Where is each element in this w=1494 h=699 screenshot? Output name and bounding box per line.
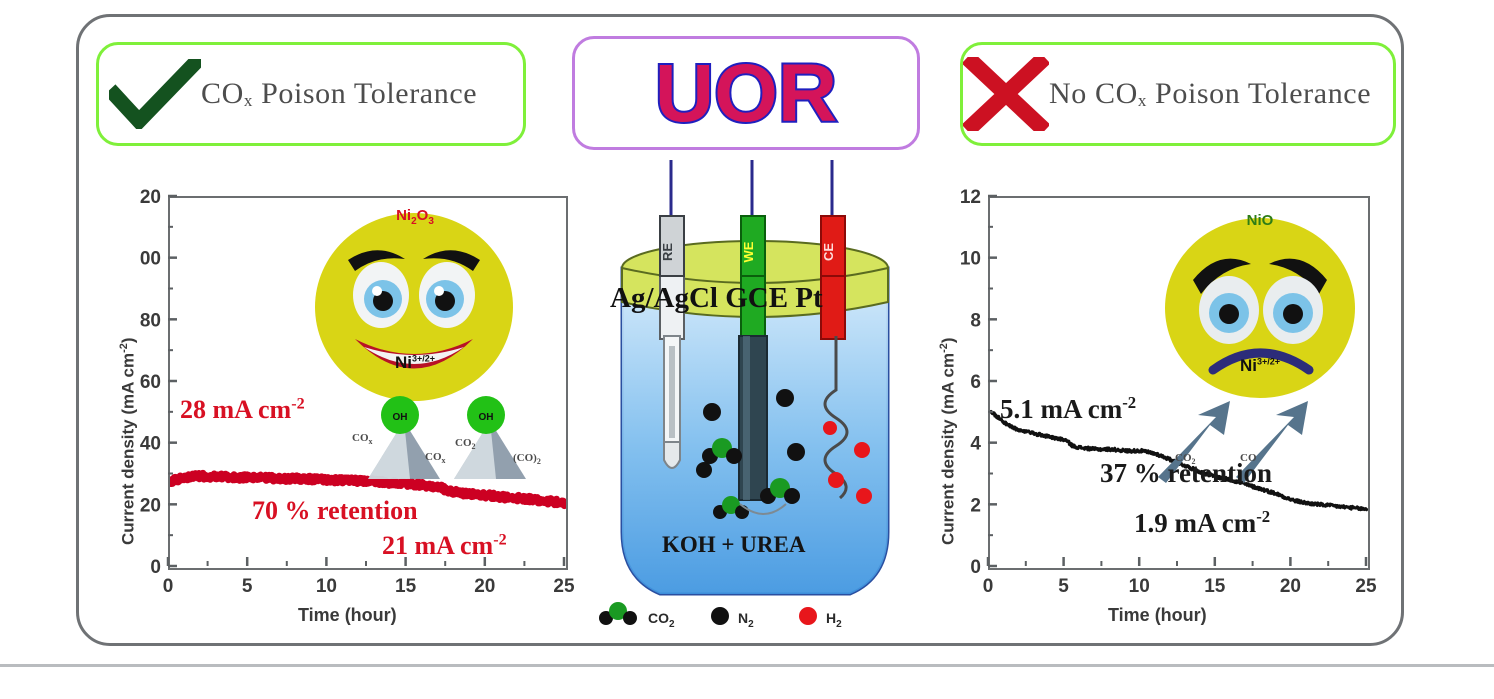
- svg-text:0: 0: [970, 557, 981, 578]
- svg-text:0: 0: [163, 576, 174, 597]
- svg-text:0: 0: [150, 557, 161, 578]
- right-axis-ticks: 0 2 4 6 8 10 12 0 5 10 15 20 25: [960, 187, 1377, 597]
- svg-text:OH: OH: [393, 412, 408, 423]
- left-gas-label-1: COx: [352, 432, 373, 447]
- left-end-current-annotation: 21 mA cm-2: [382, 531, 507, 560]
- right-retention-annotation: 37 % retention: [1100, 458, 1272, 488]
- uor-title-pill: UOR: [572, 36, 920, 150]
- left-gas-label-3: CO2: [455, 437, 476, 452]
- legend-h2-label: H2: [826, 610, 842, 630]
- svg-text:20: 20: [140, 495, 161, 516]
- left-gas-label-4: (CO)2: [513, 452, 541, 467]
- cross-mark-icon: [961, 51, 1051, 137]
- cell-band-label: Ag/AgCl GCE Pt: [610, 282, 823, 314]
- right-face-top-label: NiO: [1246, 212, 1274, 229]
- svg-text:8: 8: [970, 310, 981, 331]
- svg-text:6: 6: [970, 372, 981, 393]
- legend-co2-label: CO2: [648, 610, 675, 630]
- svg-text:OH: OH: [479, 412, 494, 423]
- co-tolerance-pill: COx Poison Tolerance: [96, 42, 526, 146]
- svg-text:10: 10: [316, 576, 337, 597]
- svg-text:20: 20: [474, 576, 495, 597]
- right-chart-ylabel: Current density (mA cm-2): [938, 337, 958, 545]
- right-gas-label-2: CO: [1240, 452, 1257, 464]
- svg-text:WE: WE: [741, 241, 756, 262]
- svg-text:2: 2: [970, 495, 981, 516]
- svg-text:CE: CE: [821, 243, 836, 261]
- gas-escape-arrows-icon: [1158, 401, 1308, 483]
- svg-text:12: 12: [960, 187, 981, 208]
- left-catalytic-sites-icon: OH OH: [368, 396, 526, 479]
- left-axis-ticks: 0 20 40 60 80 100 120 0 5 10 15 20 25: [140, 187, 575, 597]
- page-title: UOR: [653, 46, 839, 141]
- right-end-current-annotation: 1.9 mA cm-2: [1134, 507, 1271, 538]
- svg-text:15: 15: [395, 576, 417, 597]
- right-face-bottom-label: Ni3+/2+: [1239, 356, 1281, 375]
- no-co-tolerance-label: No COx Poison Tolerance: [1049, 77, 1372, 110]
- no-co-tolerance-pill: No COx Poison Tolerance: [960, 42, 1396, 146]
- svg-text:80: 80: [140, 310, 161, 331]
- legend-n2-label: N2: [738, 610, 754, 630]
- happy-face-icon: [315, 213, 513, 401]
- right-chart-xlabel: Time (hour): [1108, 605, 1207, 625]
- svg-text:100: 100: [140, 249, 161, 270]
- left-face-top-label: Ni2O3: [396, 207, 434, 227]
- right-start-current-annotation: 5.1 mA cm-2: [1000, 393, 1137, 424]
- svg-text:4: 4: [970, 434, 981, 455]
- svg-text:120: 120: [140, 187, 161, 208]
- left-chart-xlabel: Time (hour): [298, 605, 397, 625]
- svg-text:10: 10: [1129, 576, 1150, 597]
- svg-text:RE: RE: [660, 243, 675, 261]
- right-gas-label-1: CO2: [1175, 452, 1196, 467]
- gas-legend-icons: [599, 602, 817, 625]
- three-electrode-cell-diagram: RE WE CE Ag/AgCl GCE Pt KOH + UREA CO2 N…: [599, 160, 910, 630]
- left-start-current-annotation: 28 mA cm-2: [180, 395, 305, 424]
- svg-text:25: 25: [553, 576, 575, 597]
- left-face-bottom-label: Ni3+/2+: [394, 353, 436, 372]
- svg-text:10: 10: [960, 249, 981, 270]
- check-mark-icon: [104, 52, 206, 132]
- svg-text:60: 60: [140, 372, 161, 393]
- left-retention-annotation: 70 % retention: [252, 496, 418, 525]
- svg-text:40: 40: [140, 434, 161, 455]
- left-gas-label-2: COx: [425, 451, 446, 466]
- svg-text:0: 0: [983, 576, 994, 597]
- electrolyte-label: KOH + UREA: [662, 532, 806, 557]
- svg-text:25: 25: [1355, 576, 1377, 597]
- svg-text:15: 15: [1204, 576, 1226, 597]
- co-tolerance-label: COx Poison Tolerance: [201, 77, 478, 110]
- sad-face-icon: [1165, 218, 1355, 398]
- svg-text:20: 20: [1280, 576, 1301, 597]
- bottom-divider: [0, 664, 1494, 667]
- left-chart-ylabel: Current density (mA cm-2): [118, 337, 138, 545]
- svg-text:5: 5: [242, 576, 253, 597]
- svg-text:5: 5: [1058, 576, 1069, 597]
